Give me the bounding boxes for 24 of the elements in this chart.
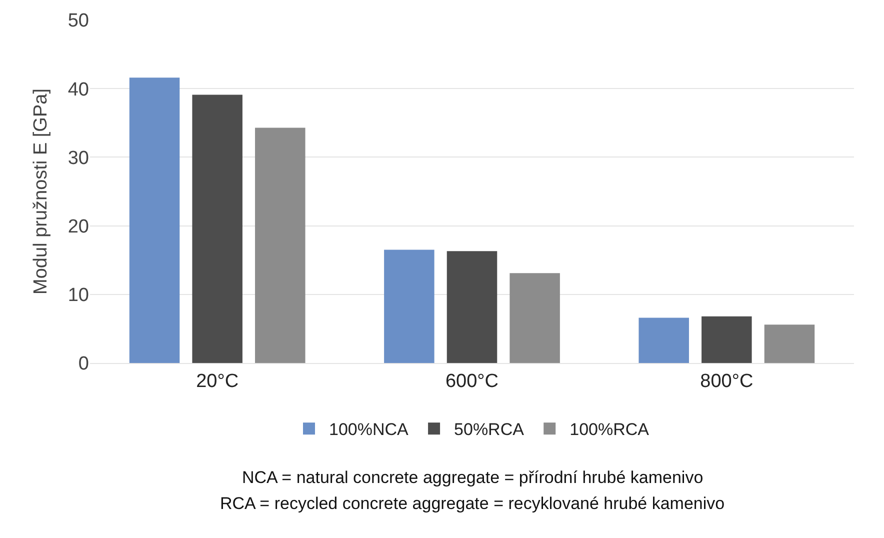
legend-label: 100%RCA — [570, 420, 650, 440]
legend-label: 100%NCA — [329, 420, 410, 440]
text: RCA = recycled concrete aggregate = recyklované hrubé kamenivo — [220, 494, 725, 513]
y-tick-label: 10 — [68, 285, 89, 306]
y-tick-label: 50 — [68, 10, 89, 32]
y-axis-title: Modul pružnosti E [GPa] — [30, 88, 52, 294]
bar — [702, 316, 752, 363]
bar — [764, 324, 815, 363]
y-tick-label: 0 — [78, 354, 89, 375]
y-tick-label: 30 — [68, 148, 89, 169]
x-tick-label: 800°C — [700, 370, 754, 392]
bar — [192, 94, 242, 363]
x-tick-label: 600°C — [445, 370, 499, 392]
y-tick-label: 40 — [68, 79, 89, 100]
bar — [255, 128, 306, 363]
bar — [446, 251, 498, 363]
bar — [510, 273, 560, 363]
bar — [638, 318, 689, 363]
x-tick-label: 20°C — [196, 370, 239, 392]
y-tick-label: 20 — [68, 216, 89, 238]
legend-label: 50%RCA — [454, 420, 525, 440]
text: NCA = natural concrete aggregate = přírodní hrubé kamenivo — [242, 468, 704, 487]
bar — [129, 78, 180, 363]
bar — [384, 250, 434, 363]
